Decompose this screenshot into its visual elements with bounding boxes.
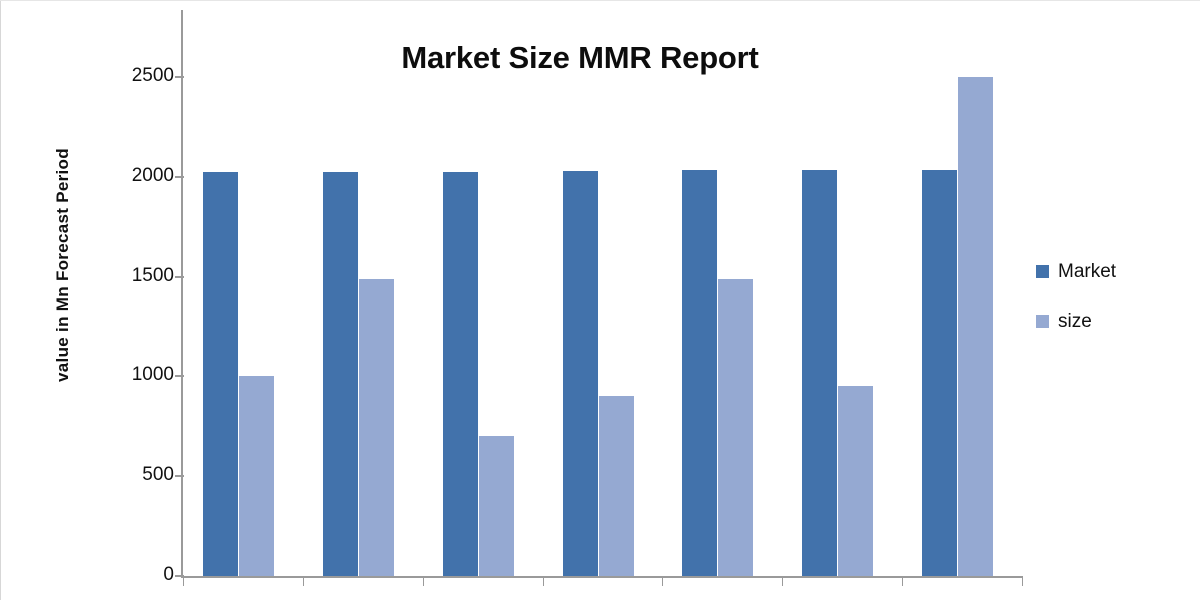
bar-size[interactable] (838, 386, 874, 576)
bar-size[interactable] (239, 376, 274, 576)
y-tick-mark (175, 475, 184, 478)
legend-label: size (1058, 311, 1092, 332)
bar-group (782, 10, 902, 576)
x-tick-mark (1022, 576, 1023, 586)
legend-swatch-icon (1036, 265, 1049, 278)
bar-group (183, 10, 303, 576)
bar-size[interactable] (598, 396, 634, 576)
x-axis-line (181, 576, 1022, 578)
x-tick-mark (662, 576, 664, 586)
y-tick-label: 1000 (131, 364, 174, 386)
bar-market[interactable] (442, 172, 478, 576)
x-category-label (662, 586, 782, 600)
y-tick-label: 500 (142, 464, 174, 486)
bar-group (902, 10, 1022, 576)
x-tick-mark (782, 576, 784, 586)
x-category-label (183, 586, 303, 600)
bar-group (423, 10, 543, 576)
y-tick-mark (175, 375, 184, 378)
legend-item[interactable]: Market (1036, 262, 1186, 281)
plot-area (183, 10, 1022, 576)
bar-group (543, 10, 663, 576)
legend-label: Market (1058, 261, 1117, 282)
bar-market[interactable] (322, 172, 358, 576)
x-tick-mark (183, 576, 184, 586)
legend-swatch-icon (1036, 315, 1049, 328)
x-category-label (902, 586, 1022, 600)
x-tick-mark (422, 576, 424, 586)
bar-market[interactable] (203, 172, 238, 576)
bar-size[interactable] (478, 436, 514, 576)
bar-market[interactable] (562, 170, 598, 576)
y-axis-title: value in Mn Forecast Period (53, 148, 72, 382)
legend-item[interactable]: size (1036, 312, 1186, 331)
bar-size[interactable] (358, 278, 394, 576)
y-tick-mark (175, 76, 184, 78)
bar-market[interactable] (682, 170, 718, 576)
chart-title: Market Size MMR Report (401, 40, 759, 75)
x-tick-mark (902, 576, 904, 586)
bar-group (662, 10, 782, 576)
y-tick-label: 2000 (131, 164, 174, 186)
bar-market[interactable] (922, 170, 958, 576)
x-category-label (303, 586, 423, 600)
y-tick-label: 2500 (131, 65, 174, 86)
bar-size[interactable] (718, 278, 754, 576)
y-tick-mark (175, 275, 184, 278)
x-tick-mark (302, 576, 304, 586)
y-tick-label: 1500 (131, 264, 174, 286)
y-tick-mark (175, 175, 184, 178)
x-category-label (543, 586, 663, 600)
bar-market[interactable] (802, 170, 838, 576)
y-tick-label: 0 (163, 564, 174, 585)
bar-size[interactable] (958, 77, 994, 576)
bar-group (303, 10, 423, 576)
x-category-label (782, 586, 902, 600)
y-tick-mark (175, 575, 184, 577)
x-category-label (423, 586, 543, 600)
canvas-left-border (0, 0, 1, 600)
x-tick-mark (542, 576, 544, 586)
chart-legend: Market size (1036, 262, 1186, 362)
canvas-top-border (0, 0, 1200, 1)
y-axis-line (181, 10, 183, 578)
